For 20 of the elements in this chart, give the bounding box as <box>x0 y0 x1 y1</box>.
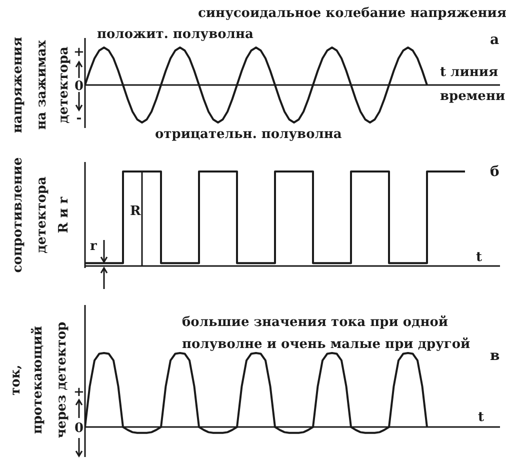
y-axis-title: сопротивление детектора R и r <box>10 157 72 273</box>
text: в <box>490 348 500 364</box>
text: а <box>490 32 500 48</box>
annotation: r <box>90 239 97 254</box>
annotation: R <box>130 204 141 219</box>
x-axis-title: t <box>476 250 482 265</box>
chart-title: синусоидальное колебание напряжения <box>198 6 506 21</box>
text: - <box>76 111 82 126</box>
annotation: + <box>74 45 84 60</box>
annotation: 0 <box>74 79 84 94</box>
annotation: б <box>490 164 500 180</box>
annotation: + <box>74 385 84 400</box>
x-axis-title: t линия времени <box>440 65 506 104</box>
text: отрицательн. полуволна <box>155 127 342 142</box>
y-axis-title: напряжения на зажимах детектора <box>10 36 72 134</box>
text: положит. полуволна <box>97 27 254 42</box>
x-axis-title: t <box>478 410 484 425</box>
chart-title: большие значения тока при одной полуволне и очень малые при другой <box>182 315 471 352</box>
annotation: 0 <box>74 421 84 436</box>
y-axis-title: ток, протекающий через детектор <box>8 322 70 438</box>
